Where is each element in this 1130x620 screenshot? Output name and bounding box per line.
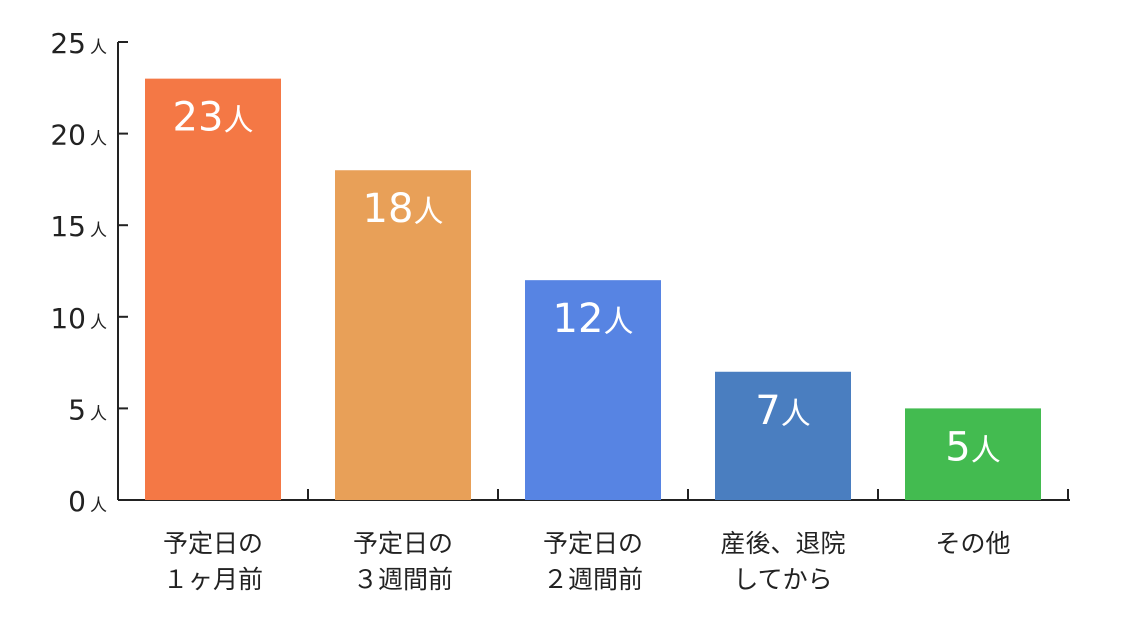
- y-tick-unit: 人: [90, 404, 107, 424]
- bar-value-number: 18: [363, 186, 414, 232]
- category-label: 産後、退院: [720, 529, 845, 558]
- y-tick-label: 20: [50, 119, 86, 152]
- y-tick-unit: 人: [90, 496, 107, 516]
- bar: [715, 371, 851, 500]
- bar-value-number: 12: [553, 296, 604, 342]
- bar-value-number: 23: [173, 95, 224, 141]
- category-label: 予定日の: [163, 529, 263, 558]
- category-label: ３週間前: [353, 565, 453, 594]
- y-tick-label: 15: [50, 210, 86, 243]
- y-tick-label: 25: [50, 27, 86, 60]
- bar-value-unit: 人: [971, 433, 1001, 468]
- y-tick-label: 0: [68, 485, 86, 518]
- bar-value-label: 18人: [363, 186, 444, 232]
- y-tick-label: 10: [50, 302, 86, 335]
- bar: [525, 280, 661, 500]
- bar-value-label: 12人: [553, 296, 634, 342]
- bar: [905, 408, 1041, 500]
- category-label: １ヶ月前: [163, 565, 263, 594]
- bars: [145, 78, 1041, 501]
- y-tick-unit: 人: [90, 221, 107, 241]
- bar-value-number: 7: [755, 388, 780, 434]
- bar-value-unit: 人: [781, 397, 811, 432]
- bar-value-unit: 人: [223, 104, 253, 139]
- bar-value-label: 7人: [755, 388, 810, 434]
- category-label: してから: [733, 565, 832, 594]
- y-axis-ticks: 0 人5 人10 人15 人20 人25 人: [50, 27, 128, 518]
- category-label: その他: [935, 529, 1010, 558]
- y-tick-unit: 人: [90, 313, 107, 333]
- bar-value-label: 5人: [945, 424, 1000, 470]
- category-label: 予定日の: [543, 529, 643, 558]
- bar: [145, 78, 281, 500]
- y-tick-unit: 人: [90, 130, 107, 150]
- y-tick-unit: 人: [90, 38, 107, 58]
- bar-value-unit: 人: [603, 305, 633, 340]
- category-label: 予定日の: [353, 529, 453, 558]
- bar: [335, 170, 471, 501]
- x-axis-ticks: [307, 489, 1069, 500]
- bar-value-label: 23人: [173, 95, 254, 141]
- y-tick-label: 5: [68, 393, 86, 426]
- bar-value-number: 5: [945, 424, 970, 470]
- bar-value-unit: 人: [413, 195, 443, 230]
- category-label: ２週間前: [543, 565, 643, 594]
